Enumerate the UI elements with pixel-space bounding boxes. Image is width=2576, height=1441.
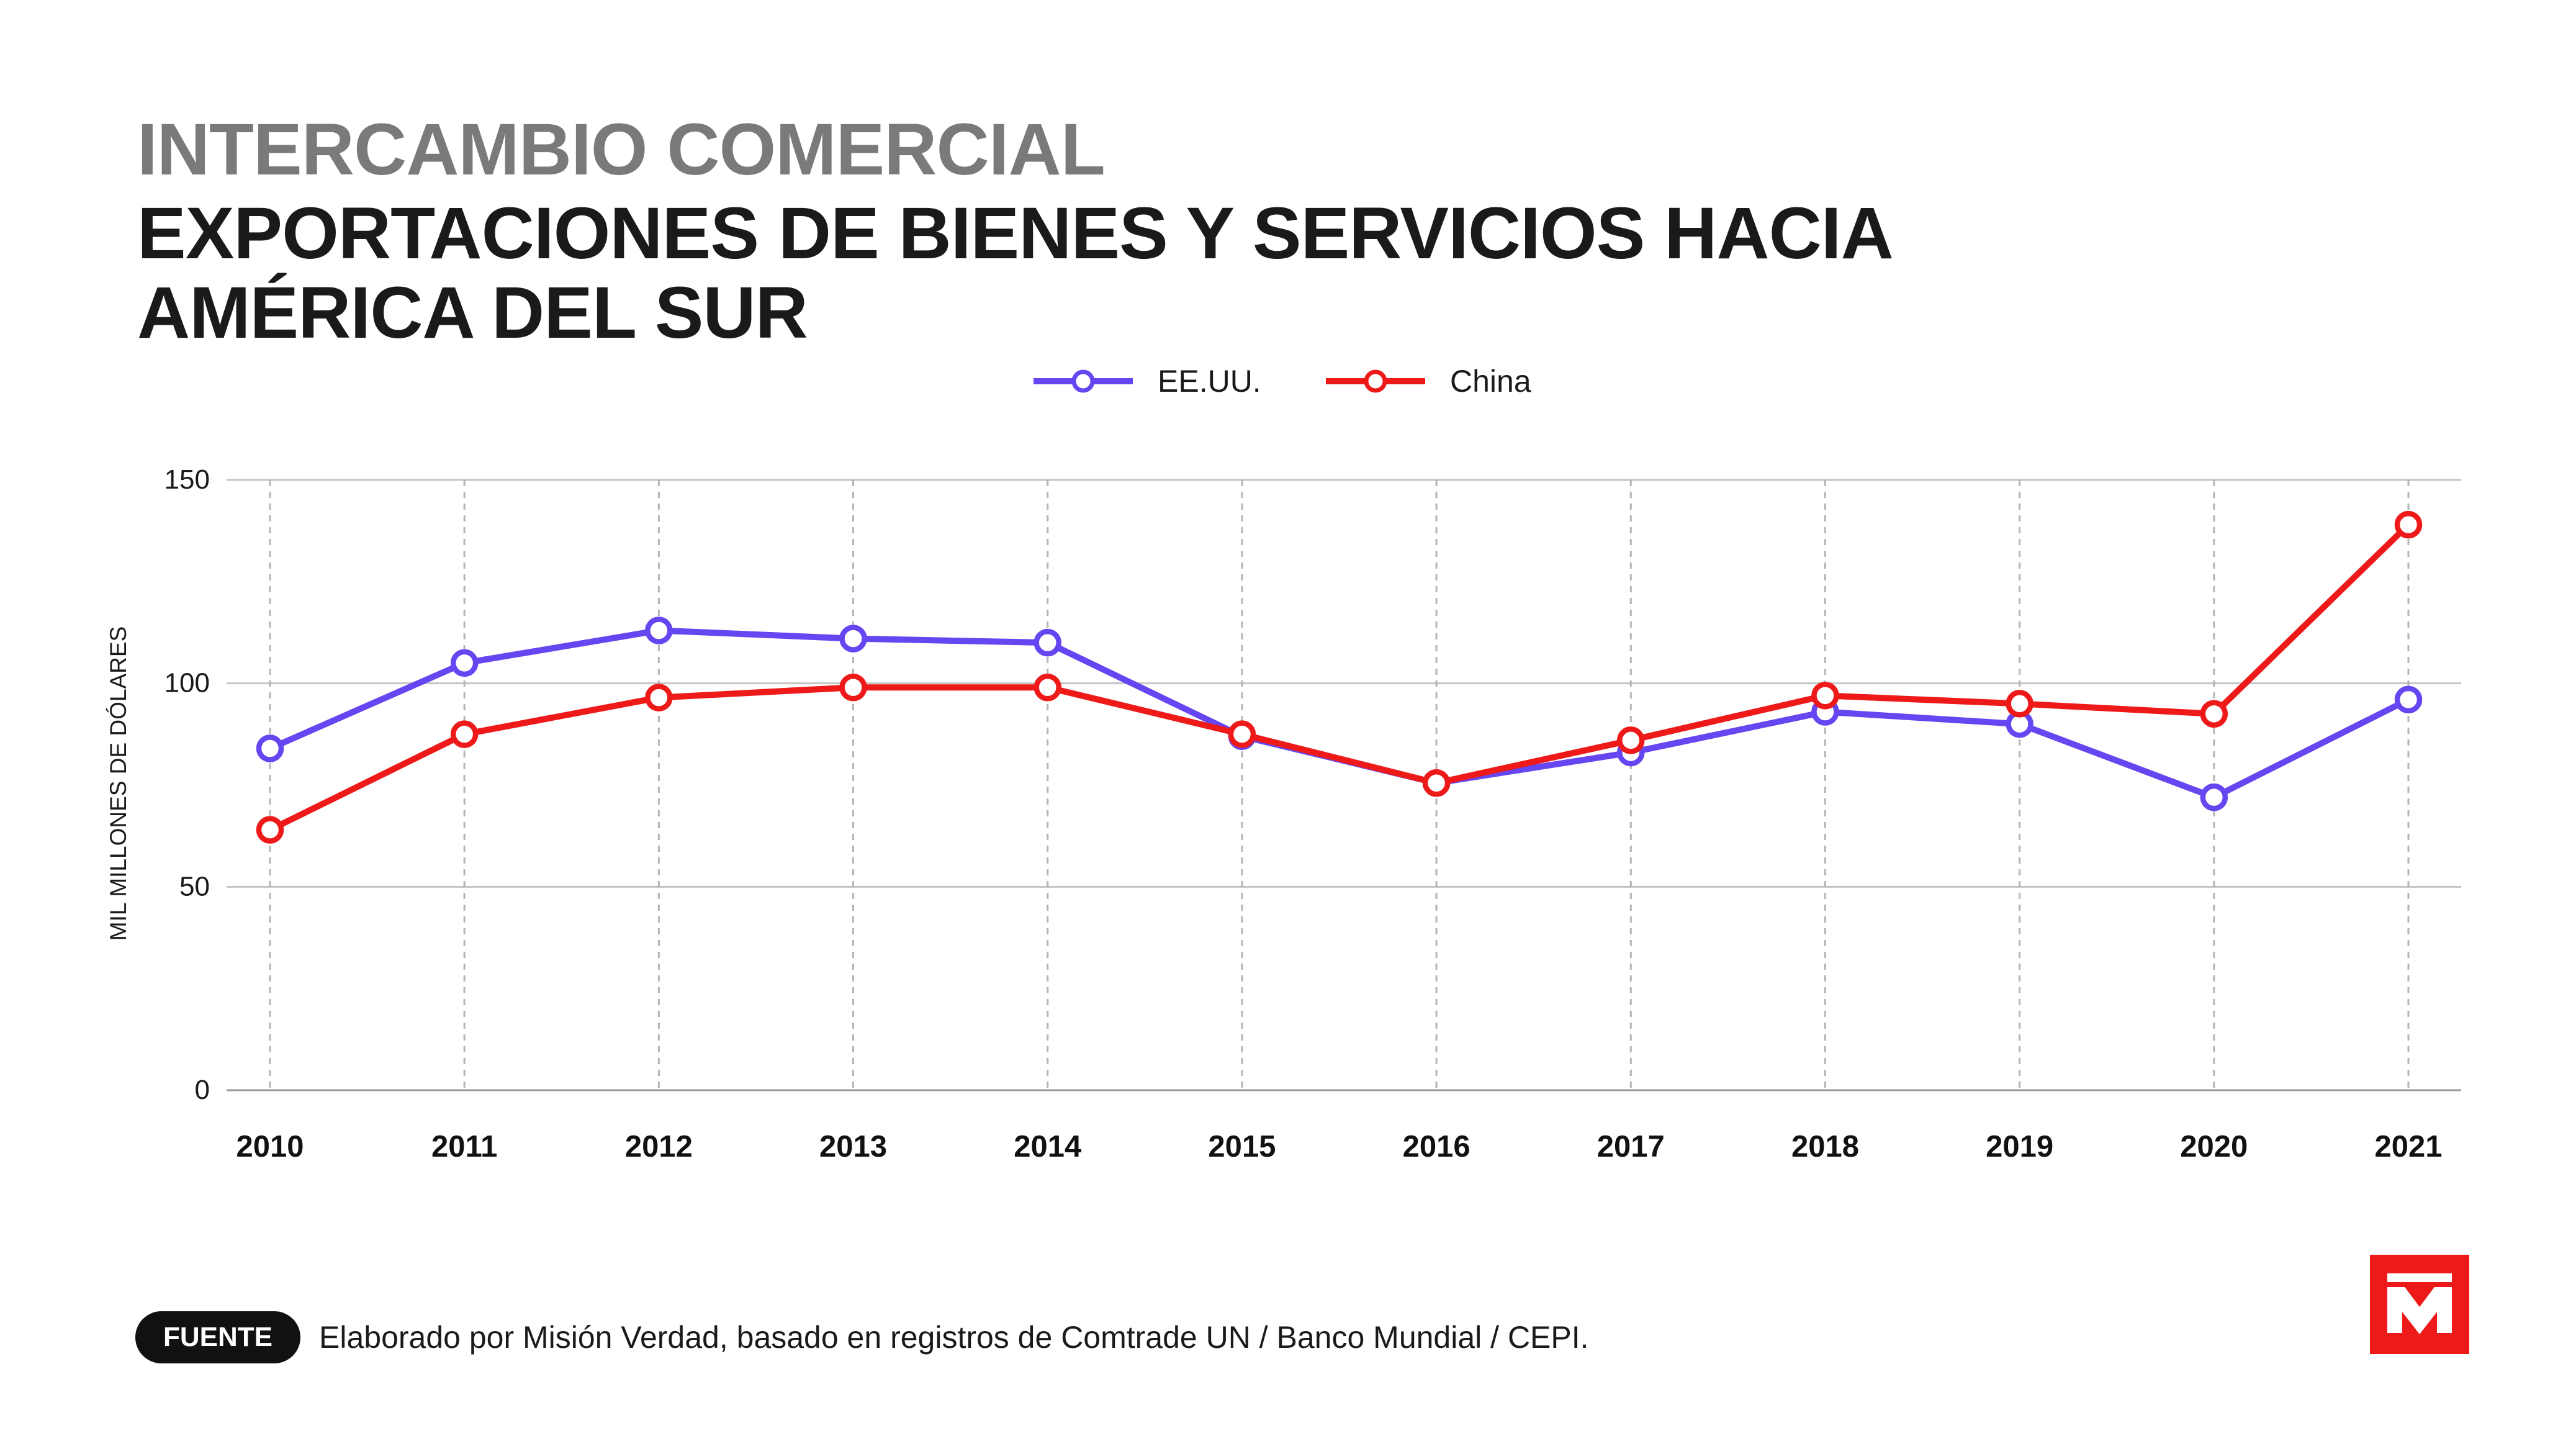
- x-tick-label: 2018: [1791, 1130, 1859, 1163]
- y-tick-label: 100: [164, 668, 210, 698]
- x-tick-label: 2010: [236, 1130, 304, 1163]
- x-tick-label: 2015: [1208, 1130, 1276, 1163]
- chart-legend: EE.UU. China: [1034, 364, 1531, 399]
- data-point: [2006, 690, 2033, 718]
- data-point: [2394, 685, 2423, 714]
- y-tick-label: 0: [195, 1075, 210, 1105]
- x-tick-label: 2020: [2180, 1130, 2248, 1163]
- mision-verdad-logo-icon: [2370, 1255, 2469, 1354]
- source-note: FUENTE Elaborado por Misión Verdad, basa…: [135, 1311, 1589, 1363]
- data-point: [450, 649, 479, 677]
- series-line: [267, 627, 2412, 801]
- legend-label: China: [1450, 364, 1531, 399]
- legend-item: China: [1326, 364, 1531, 399]
- x-tick-label: 2021: [2374, 1130, 2442, 1163]
- x-tick-label: 2013: [819, 1130, 887, 1163]
- series-china: [256, 510, 2423, 844]
- data-point: [450, 720, 479, 748]
- data-point: [256, 816, 284, 844]
- y-axis-label: MIL MILLONES DE DÓLARES: [106, 626, 131, 941]
- data-point: [1422, 769, 1451, 797]
- chart-series: [256, 510, 2423, 844]
- source-text: Elaborado por Misión Verdad, basado en r…: [319, 1320, 1589, 1355]
- x-axis-ticks: 2010 2011 2012 2013 2014 2015 2016 2017 2018 2019…: [236, 1130, 2442, 1163]
- data-point: [2200, 700, 2228, 728]
- data-point: [645, 617, 673, 644]
- chart-kicker: INTERCAMBIO COMERCIAL: [137, 109, 1106, 191]
- data-point: [2200, 783, 2228, 811]
- x-tick-label: 2014: [1014, 1130, 1081, 1163]
- data-point: [256, 734, 284, 762]
- data-point: [1617, 726, 1645, 754]
- y-tick-label: 50: [179, 871, 210, 901]
- data-point: [1034, 628, 1061, 657]
- data-point: [1034, 673, 1061, 702]
- series-line: [267, 522, 2412, 833]
- legend-swatch-marker: [1364, 369, 1387, 393]
- data-point: [645, 684, 673, 711]
- data-point: [839, 625, 867, 653]
- data-point: [1811, 682, 1839, 710]
- legend-item: EE.UU.: [1034, 364, 1261, 399]
- data-point: [839, 673, 867, 702]
- x-tick-label: 2017: [1597, 1130, 1665, 1163]
- y-tick-label: 150: [164, 464, 210, 495]
- chart-grid: [227, 479, 2461, 1091]
- source-badge: FUENTE: [135, 1311, 300, 1363]
- legend-label: EE.UU.: [1158, 364, 1261, 399]
- x-tick-label: 2016: [1403, 1130, 1470, 1163]
- data-point: [2394, 510, 2423, 539]
- data-point: [1228, 720, 1256, 748]
- legend-swatch-marker: [1071, 369, 1095, 393]
- chart-title: EXPORTACIONES DE BIENES Y SERVICIOS HACI…: [137, 192, 1891, 354]
- x-tick-label: 2019: [1986, 1130, 2053, 1163]
- y-axis-ticks: 0 50 100 150: [164, 464, 210, 1105]
- x-tick-label: 2012: [625, 1130, 693, 1163]
- x-tick-label: 2011: [431, 1130, 497, 1163]
